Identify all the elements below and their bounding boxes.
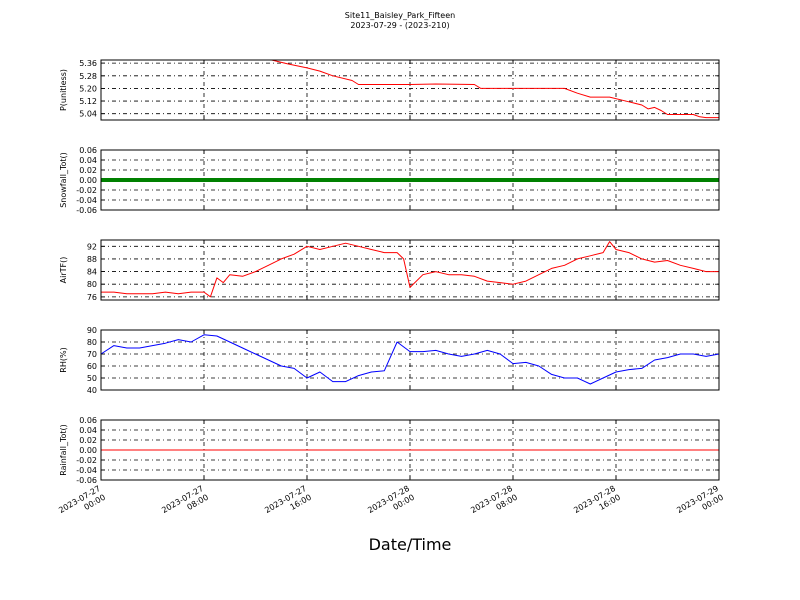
panel-3: 76 80 84 88 92 AirTF() bbox=[59, 239, 720, 302]
x-tick-label: 2023-07-2816:00 bbox=[572, 484, 622, 524]
panel-1: 5.04 5.12 5.20 5.28 5.36 P(unitless) bbox=[59, 59, 720, 121]
y-tick-label: 80 bbox=[87, 280, 97, 289]
y-tick-label: 50 bbox=[87, 374, 97, 383]
y-tick-label: 5.36 bbox=[79, 59, 97, 68]
panel-5: -0.06-0.04-0.020.000.020.040.06 Rainfall_… bbox=[59, 416, 720, 485]
series-line bbox=[100, 334, 720, 385]
y-axis-label: Rainfall_Tot() bbox=[59, 424, 68, 476]
panel-4: 40 50 60 70 80 90 RH(%) bbox=[59, 326, 720, 395]
y-tick-label: -0.04 bbox=[76, 466, 97, 475]
chart-title: Site11_Baisley_Park_Fifteen bbox=[345, 11, 455, 20]
x-axis-label: Date/Time bbox=[369, 535, 452, 554]
y-tick-label: 84 bbox=[87, 268, 97, 277]
y-tick-label: 90 bbox=[87, 326, 97, 335]
y-axis-label: P(unitless) bbox=[59, 69, 68, 111]
y-tick-label: 5.04 bbox=[79, 110, 97, 119]
x-tick-label: 2023-07-2900:00 bbox=[675, 484, 725, 524]
y-tick-label: 5.20 bbox=[79, 84, 97, 93]
y-tick-label: -0.02 bbox=[76, 456, 97, 465]
series-line bbox=[101, 241, 719, 298]
y-tick-label: 0.04 bbox=[79, 426, 97, 435]
y-tick-label: 0.02 bbox=[79, 166, 97, 175]
y-tick-label: 0.06 bbox=[79, 416, 97, 425]
x-tick-label: 2023-07-2808:00 bbox=[469, 484, 519, 524]
y-tick-label: 5.28 bbox=[79, 72, 97, 81]
y-tick-label: 88 bbox=[87, 255, 97, 264]
y-tick-label: 60 bbox=[87, 362, 97, 371]
panel-2: -0.06-0.04-0.020.000.020.040.06 Snowfall_… bbox=[59, 146, 720, 215]
plot-frame bbox=[100, 59, 720, 121]
y-tick-label: -0.06 bbox=[76, 476, 97, 485]
y-tick-label: -0.06 bbox=[76, 206, 97, 215]
series-line bbox=[101, 59, 719, 119]
y-tick-label: 5.12 bbox=[79, 97, 97, 106]
panels-group: 5.045.125.205.285.36P(unitless)-0.06-0.0… bbox=[59, 59, 720, 485]
plot-frame bbox=[100, 149, 720, 211]
plot-frame bbox=[100, 329, 720, 391]
y-tick-label: 0.06 bbox=[79, 146, 97, 155]
y-axis-label: RH(%) bbox=[59, 347, 68, 372]
plot-frame bbox=[100, 239, 720, 301]
y-tick-label: -0.04 bbox=[76, 196, 97, 205]
y-tick-label: 0.02 bbox=[79, 436, 97, 445]
plot-frame bbox=[100, 419, 720, 481]
y-axis-label: Snowfall_Tot() bbox=[59, 152, 68, 208]
x-tick-label: 2023-07-2800:00 bbox=[366, 484, 416, 524]
y-tick-label: -0.02 bbox=[76, 186, 97, 195]
y-tick-label: 40 bbox=[87, 386, 97, 395]
y-tick-label: 92 bbox=[87, 242, 97, 251]
y-tick-label: 80 bbox=[87, 338, 97, 347]
y-tick-label: 0.04 bbox=[79, 156, 97, 165]
y-axis-label: AirTF() bbox=[59, 257, 68, 284]
x-tick-label: 2023-07-2700:00 bbox=[57, 484, 107, 524]
x-tick-labels: 2023-07-2700:00 2023-07-2708:00 2023-07-27… bbox=[57, 484, 725, 524]
x-tick-label: 2023-07-2716:00 bbox=[263, 484, 313, 524]
y-tick-label: 70 bbox=[87, 350, 97, 359]
chart-subtitle: 2023-07-29 - (2023-210) bbox=[350, 21, 449, 30]
y-tick-label: 0.00 bbox=[79, 446, 97, 455]
x-tick-label: 2023-07-2708:00 bbox=[160, 484, 210, 524]
y-tick-label: 76 bbox=[87, 293, 97, 302]
y-tick-label: 0.00 bbox=[79, 176, 97, 185]
